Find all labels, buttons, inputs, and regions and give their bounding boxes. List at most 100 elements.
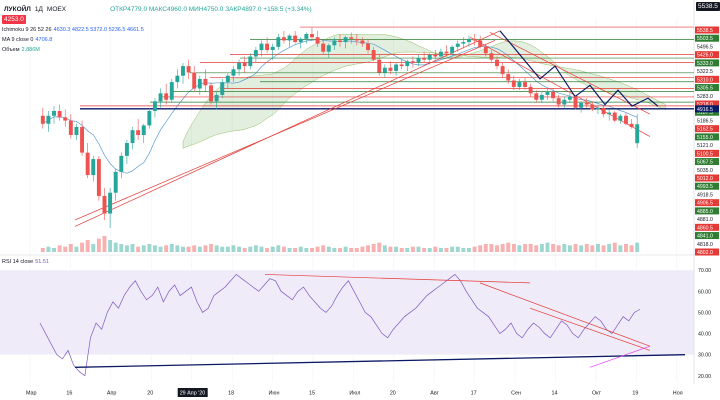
- candle-body: [567, 96, 572, 100]
- price-level-label: 4860.5: [697, 225, 713, 231]
- price-level-label-bg: [695, 125, 719, 133]
- candle-body: [119, 155, 124, 172]
- candle-body: [461, 42, 466, 44]
- x-tick-label: 17: [471, 391, 477, 397]
- volume-value: 2.886M: [21, 47, 40, 53]
- price-level-label: 4818.0: [697, 242, 713, 248]
- volume-bar: [80, 242, 85, 252]
- candle-body: [579, 102, 584, 108]
- candle-body: [57, 110, 62, 118]
- volume-bar: [416, 246, 421, 252]
- candle-body: [338, 40, 342, 43]
- interval-label[interactable]: 1Д: [34, 5, 43, 13]
- volume-bar: [192, 245, 197, 252]
- candle-body: [209, 85, 213, 102]
- candle-body: [472, 38, 477, 41]
- price-level-label: 5187.5: [697, 110, 713, 116]
- candle-body: [483, 46, 488, 54]
- rsi-trend-line: [529, 307, 651, 351]
- candle-body: [265, 43, 270, 51]
- x-tick-label: Сен: [511, 391, 521, 397]
- volume-bar: [326, 246, 331, 252]
- volume-bar: [461, 248, 466, 252]
- x-tick-label: Окт: [592, 391, 602, 397]
- volume-bar: [489, 244, 494, 252]
- volume-bar: [567, 245, 572, 252]
- price-level-label-bg: [695, 92, 719, 100]
- volume-bar: [113, 242, 118, 252]
- price-level-label-bg: [695, 116, 719, 124]
- price-level-label: 5162.5: [697, 127, 713, 133]
- price-level-label-bg: [695, 26, 719, 34]
- volume-bar: [152, 245, 157, 252]
- candle-body: [310, 34, 314, 38]
- volume-bar: [624, 244, 628, 252]
- ichimoku-legend[interactable]: Ichimoku 9 26 52 26 4630.3 4822.5 5372.0 …: [2, 27, 144, 33]
- volume-bar: [517, 245, 522, 252]
- price-level-label-bg: [695, 166, 719, 174]
- volume-bar: [119, 244, 124, 252]
- rsi-legend[interactable]: RSI 14 close 51.51: [2, 259, 49, 265]
- candle-body: [360, 40, 365, 44]
- ma-legend[interactable]: MA 9 close 0 4706.8: [2, 37, 52, 43]
- candle-body: [203, 78, 208, 86]
- volume-bar: [332, 248, 337, 252]
- volume-bar: [511, 244, 516, 252]
- volume-bar: [231, 245, 236, 252]
- price-level-label-bg: [695, 174, 719, 182]
- candle-body: [467, 38, 471, 43]
- price-level-label-bg: [695, 158, 719, 166]
- volume-bar: [528, 244, 533, 252]
- price-level-label-bg: [695, 34, 719, 42]
- candle-body: [242, 62, 247, 67]
- volume-bar: [539, 244, 544, 252]
- price-level-label-bg: [695, 51, 719, 59]
- volume-bar: [40, 248, 45, 252]
- price-level-label: 4881.0: [697, 217, 713, 223]
- candle-body: [68, 120, 73, 136]
- trend-line: [74, 30, 501, 227]
- candle-body: [511, 80, 516, 87]
- candle-body: [382, 67, 387, 73]
- volume-bar: [321, 245, 326, 252]
- rsi-line: [39, 273, 641, 377]
- volume-bar: [377, 242, 382, 252]
- x-tick-label: 15: [309, 391, 315, 397]
- volume-bar: [467, 248, 471, 252]
- candle-body: [220, 82, 225, 95]
- volume-bar: [304, 248, 309, 252]
- candle-body: [618, 115, 623, 121]
- candle-body: [214, 94, 219, 102]
- candle-body: [629, 123, 634, 127]
- price-level-label-bg: [695, 248, 719, 256]
- volume-bar: [141, 245, 146, 252]
- ma-value: 4706.8: [35, 37, 53, 43]
- volume-legend[interactable]: Объем 2.886M: [2, 47, 40, 53]
- volume-bar: [130, 244, 135, 252]
- volume-bar: [629, 245, 634, 252]
- volume-bar: [214, 245, 219, 252]
- price-level-label: 4841.0: [697, 234, 713, 240]
- candle-body: [495, 59, 499, 67]
- volume-bar: [96, 238, 101, 252]
- volume-bar: [248, 246, 253, 252]
- symbol-label[interactable]: ЛУКОЙЛ: [4, 5, 31, 13]
- volume-bar: [562, 244, 567, 252]
- zigzag-line: [499, 30, 659, 107]
- price-level-label: 5035.0: [697, 168, 713, 174]
- price-level-label-bg: [695, 100, 719, 108]
- candle-body: [248, 56, 253, 67]
- x-tick-label: 29 Апр '20: [180, 391, 206, 397]
- volume-bar: [265, 248, 270, 252]
- volume-bar: [534, 245, 539, 252]
- volume-bar: [360, 246, 365, 252]
- rsi-level-label: 50.00: [698, 310, 711, 316]
- price-level-label: 5012.0: [697, 176, 713, 182]
- volume-bar: [366, 245, 370, 252]
- price-level-label-bg: [695, 207, 719, 215]
- price-level-label: 5305.5: [697, 86, 713, 92]
- right-price-tag: 5538.5: [696, 2, 720, 11]
- candle-body: [74, 127, 79, 136]
- candle-body: [584, 102, 589, 105]
